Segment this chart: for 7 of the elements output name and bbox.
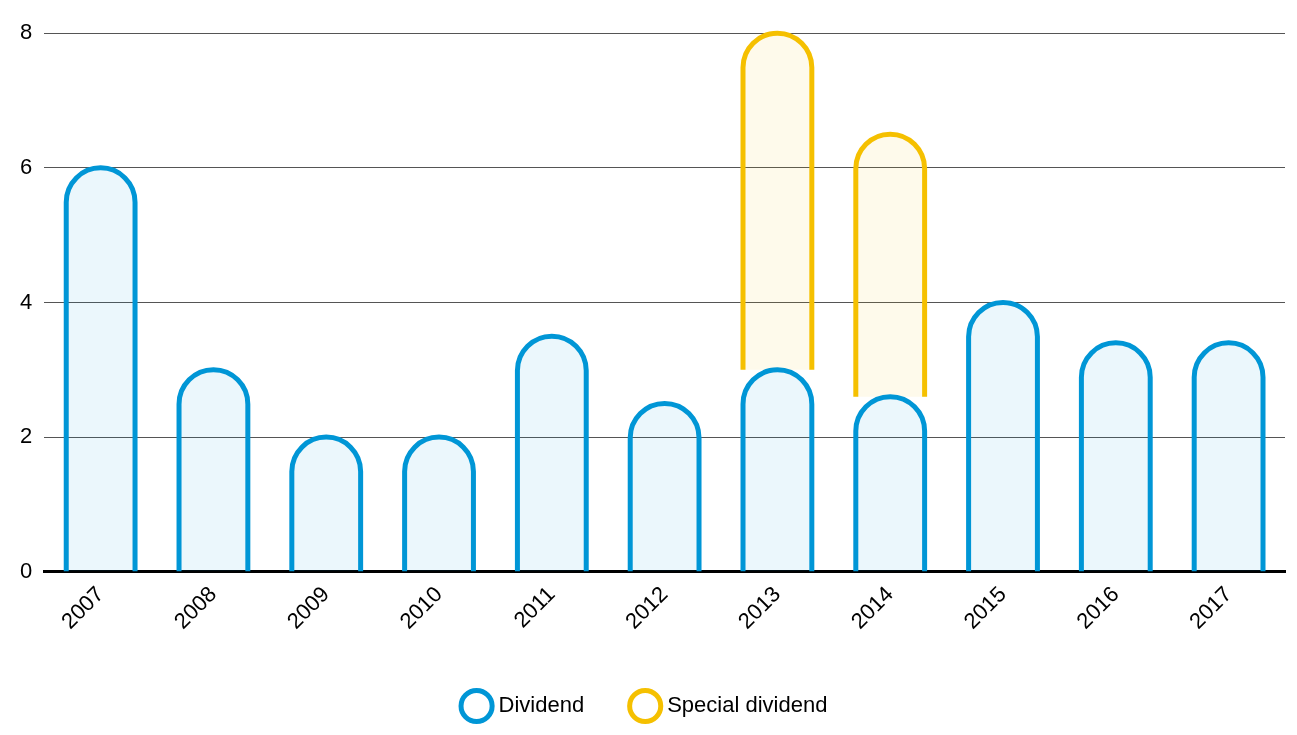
y-tick-label: 4 bbox=[19, 288, 33, 314]
legend-label: Dividend bbox=[498, 692, 585, 718]
legend-label: Special dividend bbox=[667, 692, 828, 718]
y-tick-label: 2 bbox=[19, 423, 33, 449]
y-tick-label: 6 bbox=[19, 153, 33, 179]
y-tick-label: 0 bbox=[19, 557, 33, 583]
y-tick-label: 8 bbox=[19, 19, 33, 45]
